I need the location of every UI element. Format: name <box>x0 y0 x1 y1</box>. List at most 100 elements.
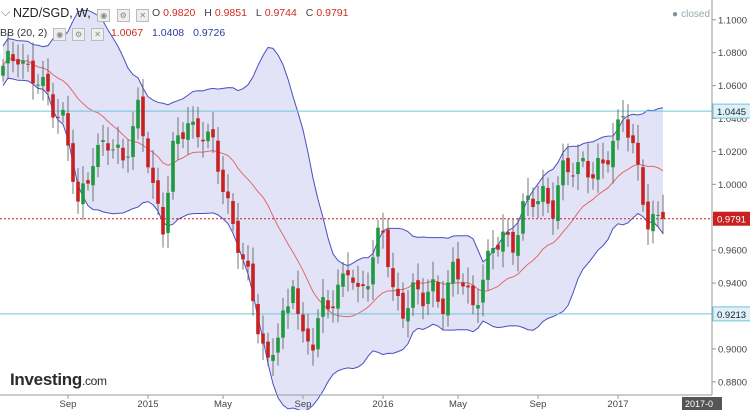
candle-body[interactable] <box>161 207 165 235</box>
candle-body[interactable] <box>46 73 50 92</box>
candle-body[interactable] <box>61 109 65 116</box>
candle-body[interactable] <box>121 147 125 161</box>
candle-body[interactable] <box>111 149 115 151</box>
candle-body[interactable] <box>551 200 555 219</box>
candle-body[interactable] <box>186 123 190 140</box>
candle-body[interactable] <box>51 94 55 118</box>
candle-body[interactable] <box>226 191 230 199</box>
candle-body[interactable] <box>106 143 110 151</box>
candle-body[interactable] <box>486 250 490 280</box>
candle-body[interactable] <box>546 187 550 204</box>
candle-body[interactable] <box>176 135 180 144</box>
visibility-toggle-icon[interactable]: ◉ <box>53 28 67 41</box>
candle-body[interactable] <box>381 230 385 233</box>
candle-body[interactable] <box>536 201 540 205</box>
candle-body[interactable] <box>126 156 130 158</box>
candle-body[interactable] <box>501 231 505 252</box>
candle-body[interactable] <box>311 344 315 351</box>
candle-body[interactable] <box>366 286 370 290</box>
candle-body[interactable] <box>516 235 520 256</box>
candle-body[interactable] <box>151 167 155 183</box>
candle-body[interactable] <box>341 273 345 287</box>
indicator-label[interactable]: BB (20, 2) <box>0 27 48 39</box>
candle-body[interactable] <box>456 258 460 280</box>
candle-body[interactable] <box>506 232 510 235</box>
candle-body[interactable] <box>196 118 200 138</box>
candle-body[interactable] <box>636 142 640 165</box>
candle-body[interactable] <box>481 279 485 303</box>
candle-body[interactable] <box>371 257 375 285</box>
candle-body[interactable] <box>606 160 610 165</box>
candle-body[interactable] <box>496 244 500 250</box>
candle-body[interactable] <box>346 270 350 276</box>
candle-body[interactable] <box>586 160 590 178</box>
candle-body[interactable] <box>651 214 655 232</box>
candle-body[interactable] <box>21 60 25 64</box>
candle-body[interactable] <box>331 306 335 309</box>
candle-body[interactable] <box>591 174 595 179</box>
candle-body[interactable] <box>431 279 435 292</box>
candle-body[interactable] <box>281 310 285 338</box>
settings-icon[interactable]: ⚙ <box>72 28 86 41</box>
candle-body[interactable] <box>211 129 215 138</box>
candle-body[interactable] <box>656 214 660 216</box>
candle-body[interactable] <box>246 260 250 267</box>
candle-body[interactable] <box>116 144 120 148</box>
candle-body[interactable] <box>201 139 205 142</box>
candle-body[interactable] <box>136 99 140 129</box>
candle-body[interactable] <box>386 229 390 268</box>
candle-body[interactable] <box>86 180 90 184</box>
candle-body[interactable] <box>561 160 565 186</box>
candle-body[interactable] <box>446 282 450 316</box>
candle-body[interactable] <box>611 140 615 168</box>
candle-body[interactable] <box>511 231 515 253</box>
candle-body[interactable] <box>91 166 95 186</box>
candle-body[interactable] <box>461 282 465 287</box>
candle-body[interactable] <box>156 180 160 204</box>
candle-body[interactable] <box>466 285 470 288</box>
candle-body[interactable] <box>321 297 325 317</box>
candle-body[interactable] <box>556 185 560 222</box>
candle-body[interactable] <box>276 337 280 353</box>
candle-body[interactable] <box>421 292 425 307</box>
candle-body[interactable] <box>316 318 320 350</box>
candle-body[interactable] <box>471 285 475 306</box>
candle-body[interactable] <box>261 333 265 344</box>
candle-body[interactable] <box>221 169 225 193</box>
candle-body[interactable] <box>31 60 35 84</box>
candle-body[interactable] <box>286 306 290 313</box>
candle-body[interactable] <box>566 157 570 173</box>
candle-body[interactable] <box>521 201 525 234</box>
candle-body[interactable] <box>66 113 70 146</box>
candle-body[interactable] <box>416 280 420 290</box>
candle-body[interactable] <box>576 162 580 175</box>
candle-body[interactable] <box>406 308 410 322</box>
candle-body[interactable] <box>306 328 310 342</box>
candle-body[interactable] <box>621 116 625 118</box>
candle-body[interactable] <box>26 63 30 65</box>
candle-body[interactable] <box>36 84 40 86</box>
candle-body[interactable] <box>401 292 405 319</box>
candle-body[interactable] <box>206 131 210 142</box>
candle-body[interactable] <box>191 121 195 125</box>
chevron-down-icon[interactable] <box>0 6 11 17</box>
candle-body[interactable] <box>326 300 330 310</box>
candle-body[interactable] <box>526 195 530 200</box>
settings-icon[interactable]: ⚙ <box>116 9 130 22</box>
candle-body[interactable] <box>301 314 305 332</box>
candle-body[interactable] <box>601 159 605 164</box>
candle-body[interactable] <box>541 186 545 202</box>
candle-body[interactable] <box>241 254 245 260</box>
candle-body[interactable] <box>271 355 275 361</box>
candle-body[interactable] <box>216 140 220 172</box>
candle-body[interactable] <box>426 291 430 304</box>
candle-body[interactable] <box>571 175 575 177</box>
candle-body[interactable] <box>81 183 85 205</box>
close-icon[interactable]: ✕ <box>136 9 150 22</box>
candle-body[interactable] <box>251 263 255 302</box>
candle-body[interactable] <box>266 341 270 358</box>
candle-body[interactable] <box>581 158 585 162</box>
candle-body[interactable] <box>76 181 80 202</box>
candle-body[interactable] <box>631 135 635 144</box>
